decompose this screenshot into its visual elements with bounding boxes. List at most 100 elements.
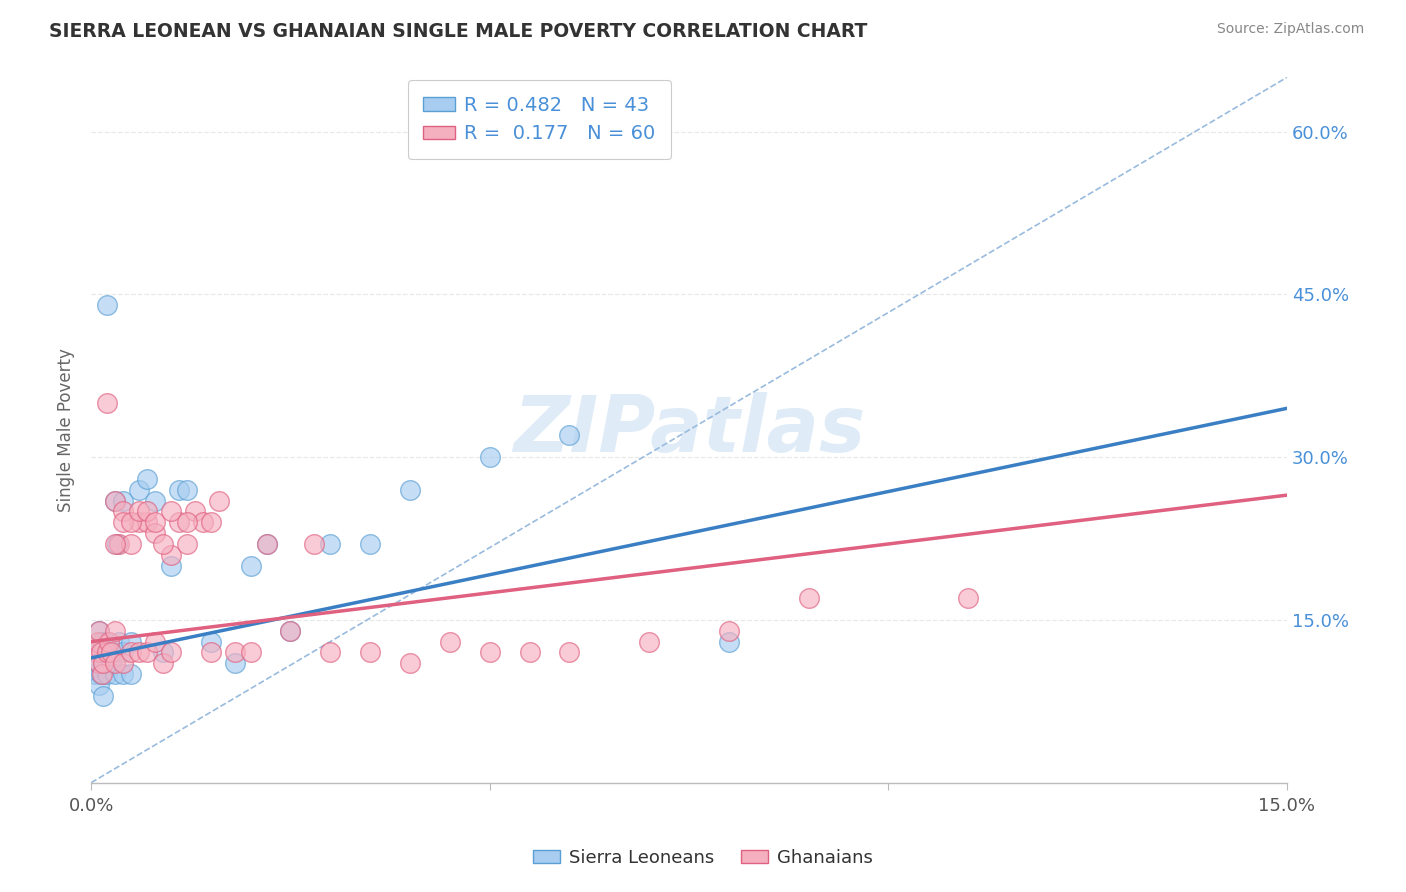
Point bbox=[112, 493, 135, 508]
Point bbox=[96, 645, 118, 659]
Point bbox=[96, 667, 118, 681]
Point bbox=[176, 537, 198, 551]
Point bbox=[167, 516, 190, 530]
Point bbox=[359, 537, 381, 551]
Point bbox=[143, 516, 166, 530]
Point bbox=[108, 537, 131, 551]
Point bbox=[96, 634, 118, 648]
Point bbox=[89, 645, 111, 659]
Point bbox=[120, 667, 142, 681]
Point bbox=[280, 624, 302, 638]
Point bbox=[152, 645, 174, 659]
Point bbox=[120, 645, 142, 659]
Point bbox=[558, 428, 581, 442]
Point bbox=[128, 516, 150, 530]
Point bbox=[956, 591, 979, 606]
Point bbox=[91, 657, 114, 671]
Point bbox=[104, 645, 127, 659]
Point bbox=[104, 493, 127, 508]
Point bbox=[104, 493, 127, 508]
Point bbox=[90, 667, 112, 681]
Point bbox=[143, 634, 166, 648]
Point bbox=[112, 667, 135, 681]
Point bbox=[91, 657, 114, 671]
Point bbox=[519, 645, 541, 659]
Point bbox=[89, 657, 111, 671]
Point bbox=[638, 634, 661, 648]
Point bbox=[91, 689, 114, 703]
Y-axis label: Single Male Poverty: Single Male Poverty bbox=[58, 348, 75, 512]
Point bbox=[90, 667, 112, 681]
Point bbox=[97, 634, 120, 648]
Point bbox=[239, 645, 262, 659]
Point bbox=[143, 493, 166, 508]
Point bbox=[84, 667, 107, 681]
Point bbox=[224, 657, 246, 671]
Point bbox=[160, 548, 183, 562]
Point bbox=[359, 645, 381, 659]
Point bbox=[120, 516, 142, 530]
Point bbox=[120, 634, 142, 648]
Point bbox=[89, 678, 111, 692]
Point bbox=[167, 483, 190, 497]
Point bbox=[399, 657, 422, 671]
Point bbox=[89, 624, 111, 638]
Point bbox=[160, 504, 183, 518]
Point bbox=[160, 558, 183, 573]
Point bbox=[100, 657, 122, 671]
Point bbox=[112, 504, 135, 518]
Point bbox=[184, 504, 207, 518]
Point bbox=[136, 504, 159, 518]
Point bbox=[136, 472, 159, 486]
Point bbox=[96, 298, 118, 312]
Point bbox=[176, 516, 198, 530]
Point bbox=[90, 634, 112, 648]
Point bbox=[104, 657, 127, 671]
Point bbox=[84, 645, 107, 659]
Point bbox=[90, 645, 112, 659]
Point bbox=[256, 537, 278, 551]
Point bbox=[439, 634, 461, 648]
Point bbox=[717, 634, 740, 648]
Point bbox=[152, 537, 174, 551]
Point bbox=[319, 537, 342, 551]
Point bbox=[478, 450, 501, 465]
Point bbox=[86, 634, 108, 648]
Point bbox=[86, 657, 108, 671]
Point bbox=[112, 516, 135, 530]
Point bbox=[136, 516, 159, 530]
Point bbox=[200, 634, 222, 648]
Point bbox=[280, 624, 302, 638]
Legend: Sierra Leoneans, Ghanaians: Sierra Leoneans, Ghanaians bbox=[526, 842, 880, 874]
Point bbox=[105, 537, 128, 551]
Point bbox=[108, 634, 131, 648]
Point bbox=[128, 645, 150, 659]
Point bbox=[128, 483, 150, 497]
Point bbox=[200, 516, 222, 530]
Point bbox=[191, 516, 214, 530]
Point bbox=[112, 657, 135, 671]
Point bbox=[120, 537, 142, 551]
Point bbox=[200, 645, 222, 659]
Legend: R = 0.482   N = 43, R =  0.177   N = 60: R = 0.482 N = 43, R = 0.177 N = 60 bbox=[408, 80, 671, 159]
Point bbox=[136, 645, 159, 659]
Point bbox=[319, 645, 342, 659]
Point bbox=[399, 483, 422, 497]
Point bbox=[128, 504, 150, 518]
Point bbox=[104, 537, 127, 551]
Point bbox=[97, 645, 120, 659]
Point bbox=[558, 645, 581, 659]
Point bbox=[208, 493, 231, 508]
Point bbox=[224, 645, 246, 659]
Point bbox=[143, 526, 166, 541]
Point bbox=[89, 624, 111, 638]
Point bbox=[112, 645, 135, 659]
Point bbox=[160, 645, 183, 659]
Point bbox=[100, 645, 122, 659]
Point bbox=[256, 537, 278, 551]
Point bbox=[94, 645, 117, 659]
Text: Source: ZipAtlas.com: Source: ZipAtlas.com bbox=[1216, 22, 1364, 37]
Point bbox=[304, 537, 326, 551]
Point bbox=[104, 667, 127, 681]
Point bbox=[717, 624, 740, 638]
